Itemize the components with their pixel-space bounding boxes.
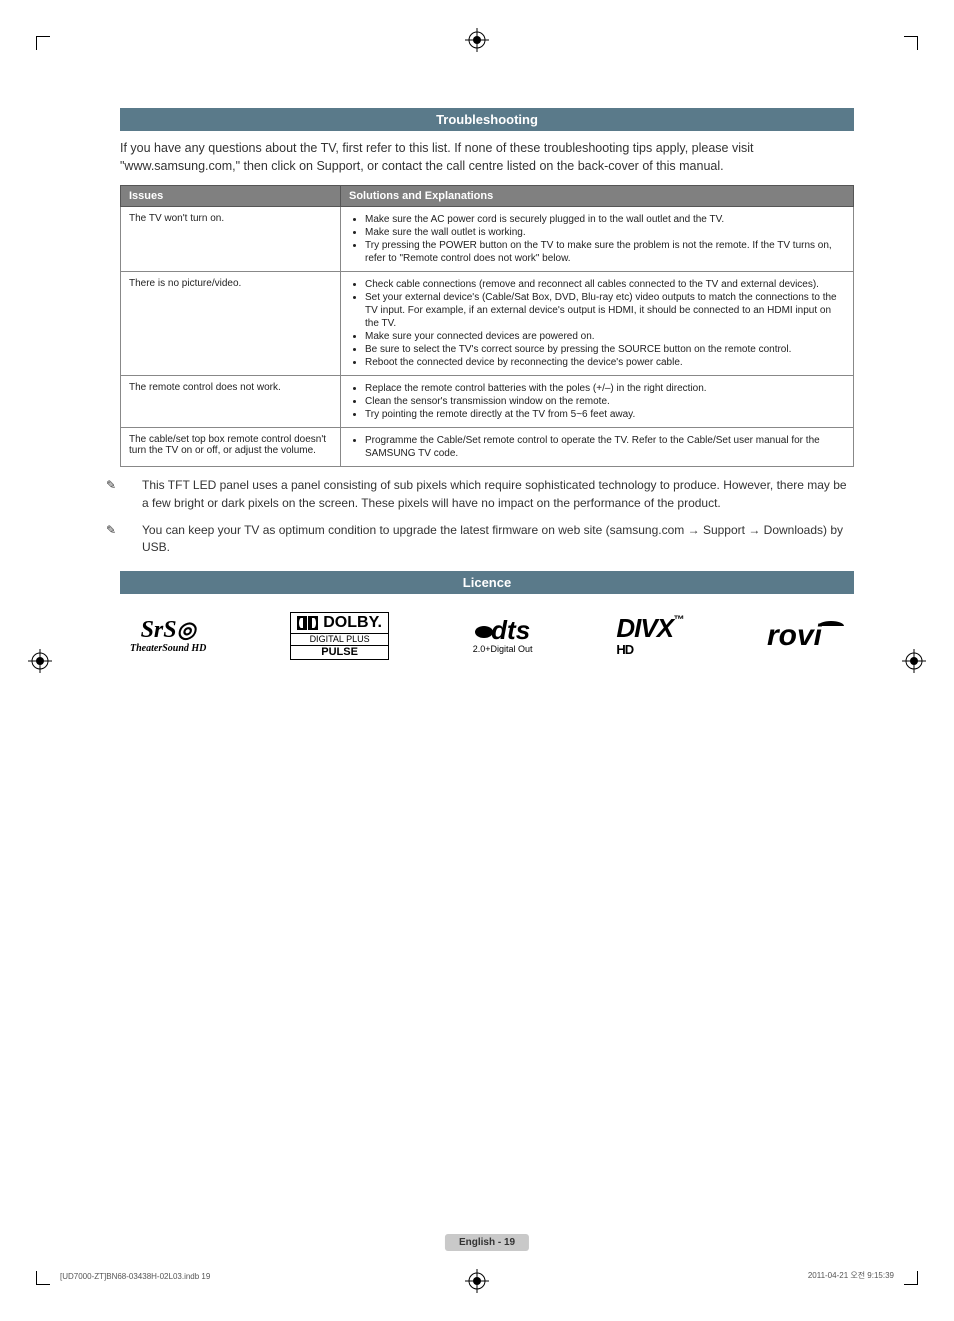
dolby-line3: PULSE [291, 646, 388, 659]
note-icon: ✎ [124, 477, 138, 494]
solution-cell: Make sure the AC power cord is securely … [341, 207, 854, 272]
note-text: This TFT LED panel uses a panel consisti… [142, 478, 847, 509]
dolby-brand: DOLBY. [323, 615, 382, 631]
dolby-line2: DIGITAL PLUS [291, 634, 388, 646]
footer-filename: [UD7000-ZT]BN68-03438H-02L03.indb 19 [60, 1272, 210, 1281]
divx-sub: HD [616, 643, 683, 656]
footer-timestamp: 2011-04-21 오전 9:15:39 [808, 1270, 894, 1281]
solution-point: Try pressing the POWER button on the TV … [365, 239, 845, 265]
registration-mark-bottom [465, 1269, 489, 1293]
dts-main: dts [491, 615, 530, 645]
solution-point: Make sure the AC power cord is securely … [365, 213, 845, 226]
solution-cell: Programme the Cable/Set remote control t… [341, 428, 854, 467]
solution-point: Check cable connections (remove and reco… [365, 278, 845, 291]
solution-point: Set your external device's (Cable/Sat Bo… [365, 291, 845, 330]
table-row: The cable/set top box remote control doe… [121, 428, 854, 467]
registration-mark-top [465, 28, 489, 52]
registration-mark-left [28, 649, 52, 673]
crop-mark-br [904, 1271, 918, 1285]
divx-main: DIVX [616, 613, 673, 643]
dolby-logo: DOLBY. DIGITAL PLUS PULSE [290, 612, 389, 660]
srs-logo-sub: TheaterSound HD [130, 644, 206, 654]
licence-header: Licence [120, 571, 854, 594]
crop-mark-tl [36, 36, 50, 50]
rovi-main: rovi [767, 619, 822, 652]
note-text: You can keep your TV as optimum conditio… [142, 523, 843, 554]
table-row: The remote control does not work. Replac… [121, 376, 854, 428]
issue-cell: The TV won't turn on. [121, 207, 341, 272]
dts-sub: 2.0+Digital Out [473, 645, 533, 654]
srs-logo: SrS◎ TheaterSound HD [130, 618, 206, 654]
solution-point: Programme the Cable/Set remote control t… [365, 434, 845, 460]
crop-mark-bl [36, 1271, 50, 1285]
logo-row: SrS◎ TheaterSound HD DOLBY. DIGITAL PLUS… [120, 612, 854, 660]
solution-point: Reboot the connected device by reconnect… [365, 356, 845, 369]
solution-point: Try pointing the remote directly at the … [365, 408, 845, 421]
note-icon: ✎ [124, 522, 138, 539]
table-row: The TV won't turn on. Make sure the AC p… [121, 207, 854, 272]
intro-paragraph: If you have any questions about the TV, … [120, 139, 854, 175]
issue-cell: There is no picture/video. [121, 272, 341, 376]
solution-point: Make sure your connected devices are pow… [365, 330, 845, 343]
solution-point: Replace the remote control batteries wit… [365, 382, 845, 395]
issue-cell: The cable/set top box remote control doe… [121, 428, 341, 467]
dolby-d-icon [297, 616, 319, 630]
srs-logo-main: SrS [141, 617, 177, 643]
crop-mark-tr [904, 36, 918, 50]
rovi-logo: rovi [767, 621, 844, 651]
table-header-solutions: Solutions and Explanations [341, 186, 854, 207]
rovi-swoosh-icon [818, 621, 844, 631]
issue-cell: The remote control does not work. [121, 376, 341, 428]
note-1: ✎This TFT LED panel uses a panel consist… [120, 477, 854, 512]
solution-point: Make sure the wall outlet is working. [365, 226, 845, 239]
solution-point: Clean the sensor's transmission window o… [365, 395, 845, 408]
registration-mark-right [902, 649, 926, 673]
page-content: Troubleshooting If you have any question… [120, 100, 854, 1251]
page-number-badge: English - 19 [445, 1234, 529, 1251]
solution-cell: Replace the remote control batteries wit… [341, 376, 854, 428]
divx-logo: DIVX™ HD [616, 615, 683, 656]
table-header-issues: Issues [121, 186, 341, 207]
solution-cell: Check cable connections (remove and reco… [341, 272, 854, 376]
troubleshooting-table: Issues Solutions and Explanations The TV… [120, 185, 854, 467]
troubleshooting-header: Troubleshooting [120, 108, 854, 131]
solution-point: Be sure to select the TV's correct sourc… [365, 343, 845, 356]
table-row: There is no picture/video. Check cable c… [121, 272, 854, 376]
dts-logo: dts 2.0+Digital Out [473, 617, 533, 654]
note-2: ✎You can keep your TV as optimum conditi… [120, 522, 854, 557]
